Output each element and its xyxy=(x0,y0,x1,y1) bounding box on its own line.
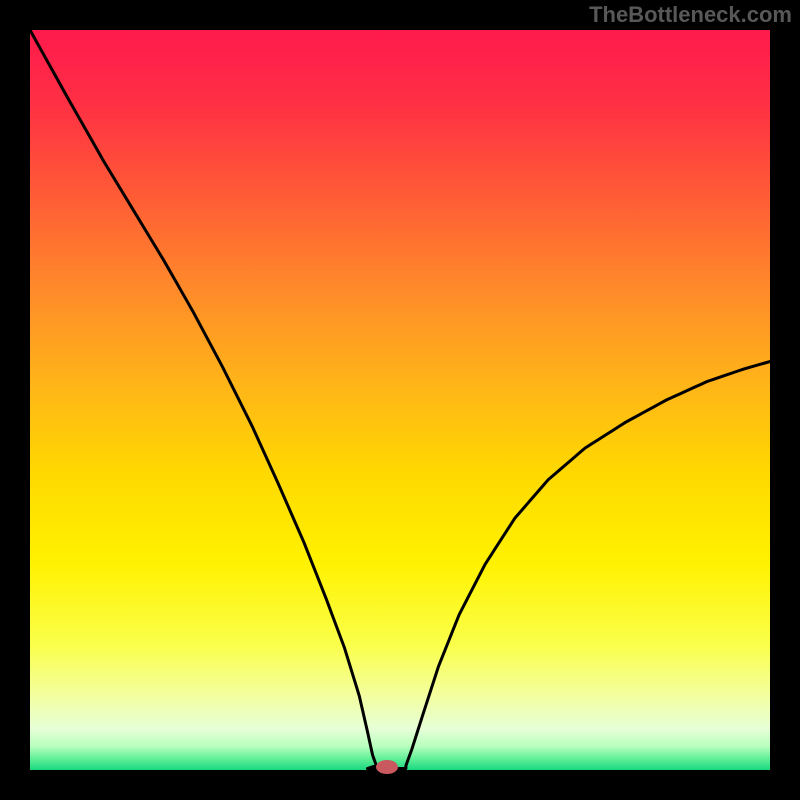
watermark-text: TheBottleneck.com xyxy=(589,2,792,28)
chart-frame: TheBottleneck.com xyxy=(0,0,800,800)
valley-marker xyxy=(376,760,398,774)
plot-area xyxy=(30,30,770,770)
bottleneck-curve xyxy=(30,30,770,770)
